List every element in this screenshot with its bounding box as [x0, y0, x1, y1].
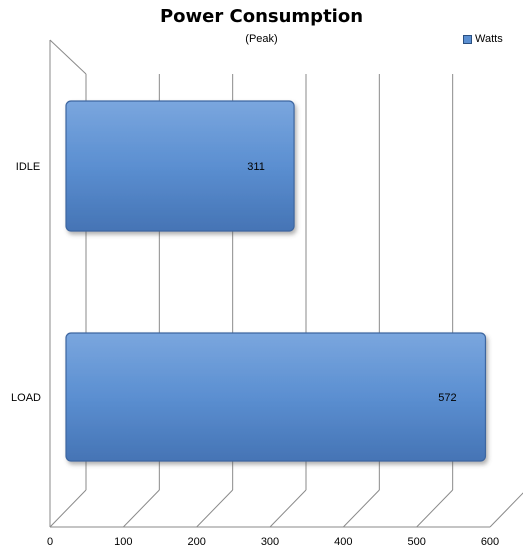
label-layer: 0 100 200 300 400 500 600 IDLE 311 LOAD 572 — [11, 161, 499, 548]
x-tick-label: 400 — [334, 536, 352, 548]
category-label: LOAD — [11, 392, 41, 404]
floor-line — [416, 489, 454, 528]
x-tick-label: 0 — [47, 536, 53, 548]
chart-title: Power Consumption — [159, 6, 364, 27]
bar-layer — [65, 100, 487, 462]
floor-line — [269, 489, 307, 528]
bar — [65, 100, 295, 232]
x-tick-label: 500 — [407, 536, 425, 548]
x-tick-label: 200 — [187, 536, 205, 548]
data-label: 311 — [247, 161, 265, 173]
floor-line — [122, 489, 160, 528]
bar — [65, 332, 487, 462]
legend-label: Watts — [475, 33, 503, 45]
data-label: 572 — [438, 392, 456, 404]
floor-line — [342, 489, 380, 528]
x-tick-label: 600 — [481, 536, 499, 548]
legend-swatch — [463, 34, 472, 44]
side-wall-top — [49, 39, 87, 75]
floor-line — [196, 489, 234, 528]
x-tick-label: 100 — [114, 536, 132, 548]
floor-line — [49, 489, 87, 528]
category-label: IDLE — [16, 161, 40, 173]
floor-line — [489, 492, 523, 528]
legend: Watts — [463, 33, 503, 45]
x-tick-label: 300 — [261, 536, 279, 548]
chart-subtitle: (Peak) — [245, 33, 278, 45]
